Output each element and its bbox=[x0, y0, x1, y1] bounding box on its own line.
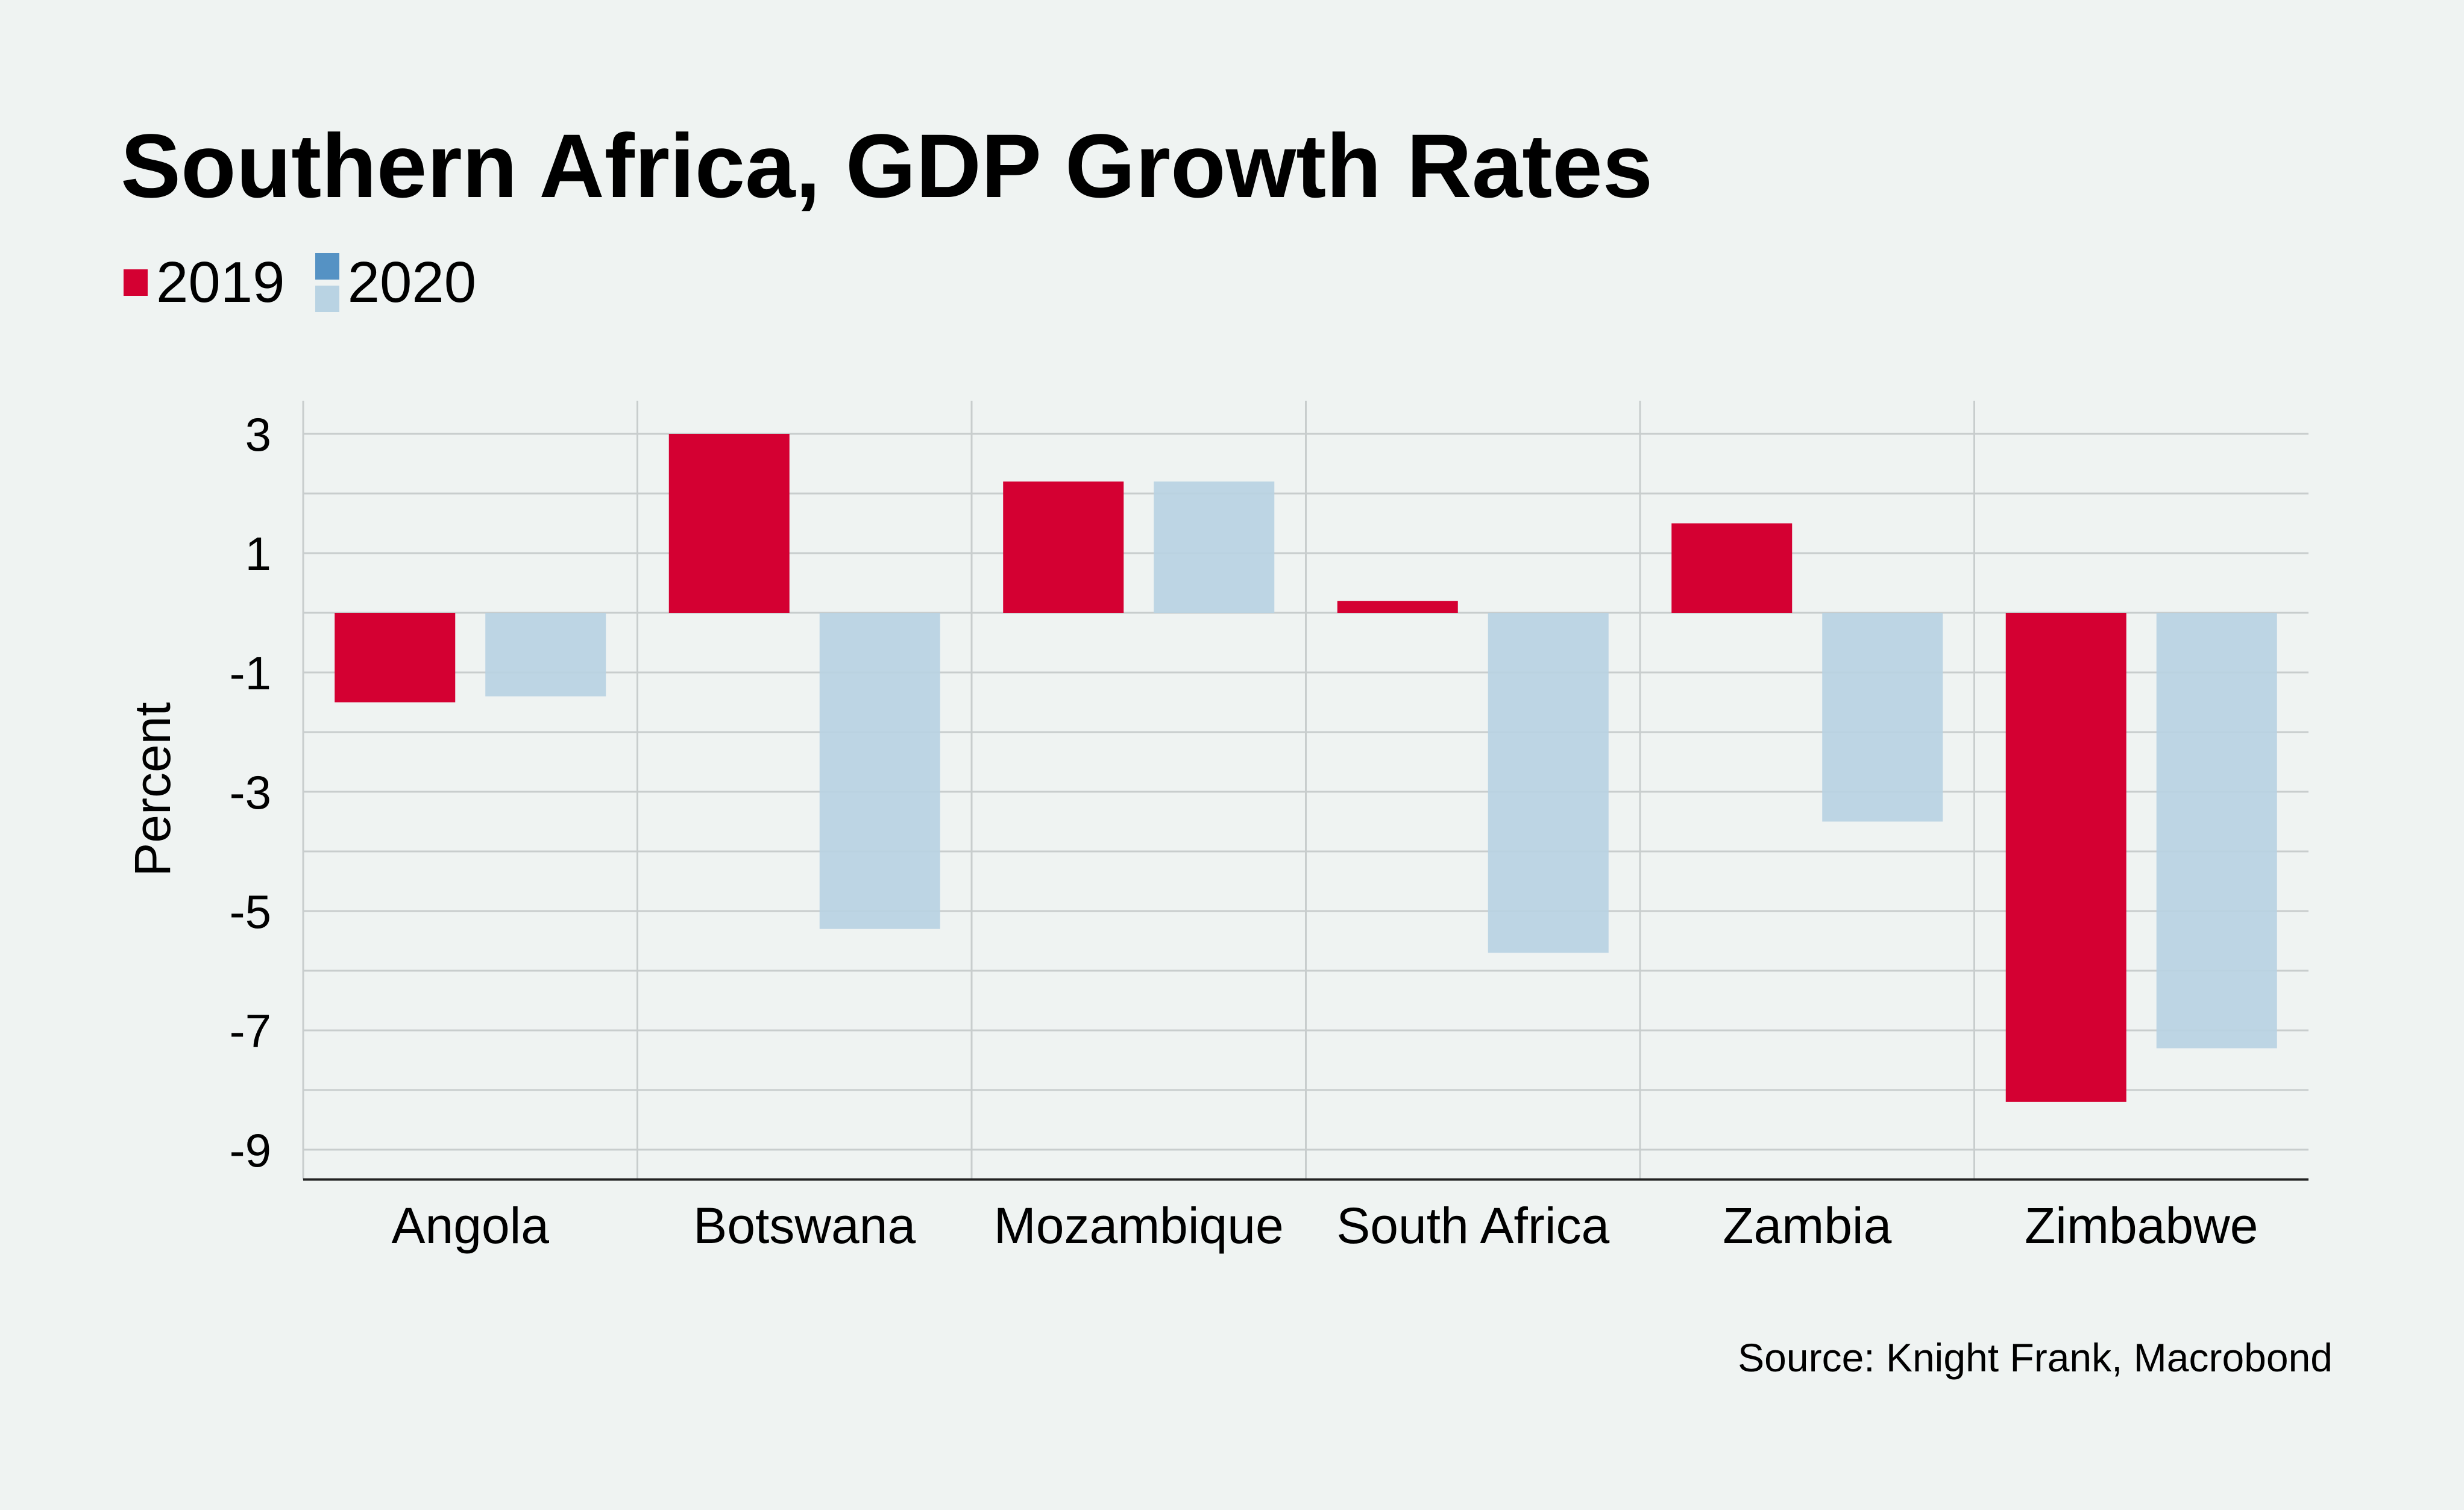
bar-2019-south-africa bbox=[1337, 601, 1458, 613]
chart-title: Southern Africa, GDP Growth Rates bbox=[121, 115, 1653, 216]
bar-2020-zimbabwe bbox=[2156, 613, 2277, 1048]
bar-2019-mozambique bbox=[1003, 481, 1124, 613]
legend-swatch-2020 bbox=[315, 253, 339, 312]
x-tick-label: Angola bbox=[391, 1197, 549, 1254]
bar-2020-south-africa bbox=[1488, 613, 1609, 953]
bar-2019-zimbabwe bbox=[2005, 613, 2126, 1102]
bar-2019-botswana bbox=[668, 434, 790, 613]
y-tick-label: -1 bbox=[230, 647, 271, 700]
legend-swatch-2020-light bbox=[315, 286, 339, 312]
y-tick-label: 1 bbox=[245, 527, 271, 580]
x-tick-label: Zimbabwe bbox=[2025, 1197, 2258, 1254]
x-tick-label: Mozambique bbox=[994, 1197, 1284, 1254]
source-note: Source: Knight Frank, Macrobond bbox=[1738, 1335, 2333, 1380]
legend-item-2020: 2020 bbox=[315, 250, 477, 315]
y-tick-label: -5 bbox=[230, 885, 271, 938]
legend-swatch-2019 bbox=[124, 269, 148, 296]
y-axis-label: Percent bbox=[124, 702, 181, 877]
legend-swatch-2020-dark bbox=[315, 253, 339, 280]
y-tick-label: -9 bbox=[230, 1124, 271, 1177]
legend-label-2019: 2019 bbox=[156, 250, 285, 315]
bar-2020-mozambique bbox=[1154, 481, 1275, 613]
y-tick-label: -7 bbox=[230, 1004, 271, 1057]
legend-item-2019: 2019 bbox=[124, 254, 285, 312]
y-tick-labels: 3 1 -1 -3 -5 -7 -9 bbox=[230, 408, 271, 1177]
vertical-gridlines bbox=[302, 401, 1975, 1180]
y-tick-label: -3 bbox=[230, 766, 271, 819]
x-tick-label: South Africa bbox=[1336, 1197, 1609, 1254]
legend: 2019 2020 bbox=[124, 253, 506, 312]
bar-2019-angola bbox=[335, 613, 456, 703]
bars bbox=[335, 434, 2277, 1102]
bar-2020-angola bbox=[485, 613, 606, 697]
bar-2020-zambia bbox=[1822, 613, 1943, 822]
bar-2019-zambia bbox=[1671, 523, 1793, 613]
bar-2020-botswana bbox=[819, 613, 940, 929]
x-tick-label: Botswana bbox=[693, 1197, 916, 1254]
x-tick-labels: Angola Botswana Mozambique South Africa Zamb… bbox=[391, 1197, 2258, 1254]
x-tick-label: Zambia bbox=[1723, 1197, 1891, 1254]
legend-label-2020: 2020 bbox=[347, 250, 477, 315]
horizontal-gridlines bbox=[303, 433, 2308, 1151]
y-tick-label: 3 bbox=[245, 408, 271, 461]
